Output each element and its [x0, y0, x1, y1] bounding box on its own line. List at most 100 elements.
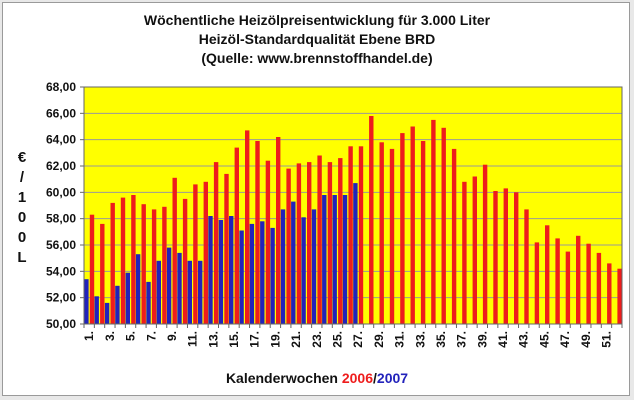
bar-2006 — [503, 188, 508, 324]
bar-2007 — [94, 296, 99, 324]
bar-2006 — [607, 263, 612, 324]
bar-2006 — [296, 163, 302, 324]
bar-2006 — [141, 204, 146, 324]
bar-2006 — [286, 168, 291, 324]
bar-2007 — [198, 260, 203, 324]
bar-2007 — [239, 230, 244, 324]
bar-2006 — [151, 209, 157, 324]
y-tick-label: 56,00 — [46, 238, 76, 252]
x-tick-label: 51. — [600, 331, 614, 348]
y-tick-label: 60,00 — [46, 185, 76, 199]
bar-2006 — [369, 116, 374, 324]
bar-2007 — [166, 247, 172, 324]
x-axis-label-year-2006: 2006 — [341, 370, 374, 386]
bar-2006 — [462, 181, 467, 324]
bar-2007 — [229, 216, 234, 324]
bar-2006 — [182, 198, 188, 324]
bar-2007 — [125, 272, 130, 324]
y-tick-label: 62,00 — [46, 159, 76, 173]
x-tick-label: 7. — [144, 331, 158, 341]
bar-2007 — [208, 216, 213, 324]
x-tick-label: 23. — [310, 331, 324, 348]
bar-2006 — [596, 252, 602, 324]
bar-2006 — [245, 130, 250, 324]
bar-2006 — [255, 141, 260, 324]
bar-2006 — [617, 268, 622, 324]
x-tick-label: 33. — [413, 331, 427, 348]
bar-2007 — [187, 260, 192, 324]
bar-2006 — [493, 191, 498, 324]
bar-2006 — [358, 146, 364, 325]
bar-2006 — [131, 195, 136, 324]
bar-2006 — [441, 127, 446, 324]
y-tick-label: 68,00 — [46, 80, 76, 94]
bar-2006 — [565, 251, 571, 324]
y-axis-label-char: 1 — [17, 189, 27, 206]
bar-2006 — [338, 158, 343, 324]
bar-2006 — [482, 164, 488, 324]
bar-2007 — [322, 195, 327, 324]
bar-2007 — [115, 285, 120, 324]
y-tick-label: 54,00 — [46, 264, 76, 278]
bar-2006 — [431, 119, 436, 325]
bar-2007 — [311, 209, 317, 324]
bar-2007 — [353, 183, 358, 324]
x-tick-label: 29. — [372, 331, 386, 348]
bar-2006 — [586, 243, 591, 324]
bar-2006 — [172, 177, 177, 324]
bar-2006 — [89, 214, 95, 324]
x-tick-label: 43. — [517, 331, 531, 348]
y-tick-label: 58,00 — [46, 212, 76, 226]
x-tick-label: 17. — [248, 331, 262, 348]
x-tick-label: 19. — [268, 331, 282, 348]
x-tick-label: 45. — [537, 331, 551, 348]
bar-2006 — [389, 148, 395, 324]
bar-2006 — [379, 142, 384, 324]
y-axis-label-char: / — [19, 169, 25, 186]
bar-2007 — [301, 217, 306, 324]
bar-2007 — [104, 302, 110, 324]
x-axis-label-prefix: Kalenderwochen — [225, 370, 342, 386]
bar-2006 — [400, 133, 405, 324]
bar-2006 — [472, 176, 477, 324]
bar-2006 — [110, 202, 115, 324]
bar-2007 — [84, 279, 89, 324]
x-tick-label: 27. — [351, 331, 365, 348]
y-axis-label: € / 1 0 0 L — [14, 148, 30, 268]
bar-2006 — [576, 235, 581, 324]
y-axis-label-char: 0 — [17, 229, 27, 246]
x-tick-label: 39. — [475, 331, 489, 348]
y-axis-label-char: 0 — [17, 209, 27, 226]
y-tick-label: 66,00 — [46, 106, 76, 120]
bar-2006 — [100, 223, 105, 324]
bar-2006 — [410, 126, 415, 324]
x-tick-label: 47. — [558, 331, 572, 348]
bar-2007 — [249, 223, 255, 324]
bar-2006 — [234, 147, 239, 324]
bar-2006 — [524, 209, 529, 324]
bar-2006 — [120, 197, 126, 324]
bar-2006 — [307, 162, 312, 324]
bar-2006 — [420, 141, 426, 324]
bar-2006 — [213, 162, 219, 324]
x-tick-label: 41. — [496, 331, 510, 348]
x-tick-label: 35. — [434, 331, 448, 348]
bar-2006 — [162, 206, 167, 324]
x-tick-label: 3. — [103, 331, 117, 341]
y-tick-label: 64,00 — [46, 133, 76, 147]
bar-2007 — [135, 254, 141, 324]
bar-2007 — [332, 195, 337, 324]
bar-2006 — [348, 146, 353, 325]
y-axis-label-char: L — [17, 249, 27, 266]
bar-2006 — [327, 162, 333, 324]
chart-subtitle: Heizöl-Standardqualität Ebene BRD — [198, 31, 436, 47]
y-axis-label-char: € — [17, 149, 27, 166]
y-tick-label: 52,00 — [46, 291, 76, 305]
bar-2006 — [514, 192, 519, 324]
bar-2007 — [291, 201, 296, 324]
x-tick-label: 31. — [393, 331, 407, 348]
x-tick-label: 21. — [289, 331, 303, 348]
bar-2007 — [156, 260, 161, 324]
bar-2006 — [224, 173, 229, 324]
x-axis-label: Kalenderwochen 2006/2007 — [0, 370, 634, 386]
